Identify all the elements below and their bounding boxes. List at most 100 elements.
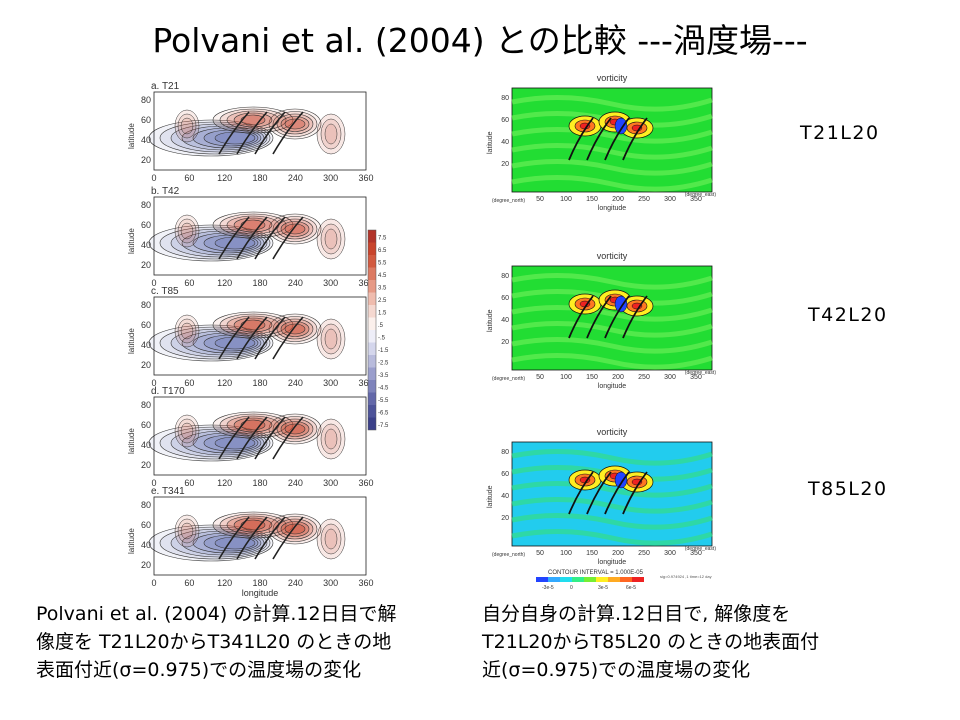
contour-positive (284, 118, 306, 130)
contour-positive (272, 516, 318, 542)
contour-positive (284, 523, 306, 535)
colorbar-frame (367, 229, 377, 431)
x-tick-label: 300 (323, 278, 338, 288)
y-tick-label: 40 (141, 135, 151, 145)
y-tick-label: 40 (501, 139, 509, 146)
footer-meta: sig=0.974924 ,1 time=12 day (660, 574, 712, 579)
x-tick-label: 120 (217, 378, 232, 388)
x-axis-label: longitude (598, 383, 627, 390)
x-tick-label: 100 (560, 196, 572, 203)
contour-line (218, 516, 250, 560)
colorbar-tick-label: 1.5 (378, 310, 387, 316)
field-band (511, 272, 713, 290)
contour-positive (177, 318, 197, 344)
y-tick-label: 60 (141, 320, 151, 330)
contour-positive (219, 513, 287, 537)
panel-title: vorticity (597, 427, 628, 437)
left-caption-line: Polvani et al. (2004) の計算.12日目で解 (36, 603, 397, 625)
legend-tick-label: 3e-5 (598, 585, 608, 590)
contour-line (568, 117, 594, 161)
colorbar-swatch (368, 367, 376, 380)
y-unit-label: (degree_north) (492, 376, 525, 382)
contour-positive (320, 118, 342, 150)
field-band (511, 528, 713, 546)
x-tick-label: 250 (638, 374, 650, 381)
contour-line (236, 111, 268, 155)
y-axis-label: latitude (487, 485, 494, 508)
y-tick-label: 60 (501, 295, 509, 302)
contour-line (568, 471, 594, 515)
field-band (511, 480, 713, 498)
contour-positive (219, 213, 287, 237)
legend-swatch (632, 577, 644, 582)
contour-line (604, 295, 630, 339)
y-tick-label: 40 (141, 540, 151, 550)
colorbar-swatch (368, 330, 376, 343)
x-tick-label: 360 (358, 278, 373, 288)
contour-positive (324, 123, 338, 145)
y-tick-label: 80 (501, 449, 509, 456)
contour-negative (614, 295, 628, 313)
x-tick-label: 0 (151, 578, 156, 588)
colorbar-tick-label: 6.5 (378, 248, 387, 254)
x-tick-label: 300 (664, 550, 676, 557)
y-tick-label: 20 (501, 515, 509, 522)
contour-line (236, 316, 268, 360)
x-unit-label: (degree_east) (685, 546, 716, 552)
contour-line (254, 416, 286, 460)
contour-positive (180, 522, 194, 540)
legend-swatch (536, 577, 548, 582)
colorbar-tick-label: -6.5 (378, 410, 389, 416)
contour-positive (284, 223, 306, 235)
contour-line (218, 216, 250, 260)
x-tick-label: 240 (288, 478, 303, 488)
colorbar-swatch (368, 317, 376, 330)
x-axis-label: longitude (598, 205, 627, 212)
colorbar-swatch (368, 342, 376, 355)
field-band (511, 512, 713, 530)
resolution-label-t21: T21L20 (800, 122, 880, 144)
contour-line (254, 516, 286, 560)
contour-positive (316, 518, 346, 560)
y-tick-label: 60 (141, 520, 151, 530)
contour-positive (177, 218, 197, 244)
panel-label: b. T42 (151, 186, 180, 197)
contour-negative (614, 117, 628, 135)
x-tick-label: 150 (586, 550, 598, 557)
y-tick-label: 80 (141, 95, 151, 105)
contour-positive (177, 518, 197, 544)
contour-line (604, 117, 630, 161)
contour-positive (219, 108, 287, 132)
contour-positive (276, 318, 314, 340)
contour-positive (180, 222, 194, 240)
x-tick-label: 180 (252, 578, 267, 588)
x-tick-label: 360 (358, 173, 373, 183)
vorticity-panel: vorticity 80 60 40 20 latitude 50 100 150 200 250 3… (487, 73, 716, 212)
contour-interval-label: CONTOUR INTERVAL = 1.000E-05 (548, 570, 644, 576)
colorbar-swatch (368, 242, 376, 255)
y-unit-label: (degree_north) (492, 198, 525, 204)
contour-positive (276, 518, 314, 540)
contour-line (254, 111, 286, 155)
contour-line (254, 316, 286, 360)
panel-label: c. T85 (151, 286, 179, 297)
contour-positive (276, 113, 314, 135)
legend-swatch (596, 577, 608, 582)
x-tick-label: 50 (536, 550, 544, 557)
legend-swatch (560, 577, 572, 582)
contour-positive (316, 218, 346, 260)
left-caption-line: 像度を T21L20からT341L20 のときの地 (36, 631, 392, 653)
x-tick-label: 120 (217, 278, 232, 288)
contour-line (236, 516, 268, 560)
y-tick-label: 40 (501, 317, 509, 324)
y-axis-label: latitude (127, 123, 136, 149)
contour-positive (276, 218, 314, 240)
own-figure: vorticity 80 60 40 20 latitude 50 100 150 200 250 3… (478, 70, 758, 590)
x-tick-label: 350 (690, 550, 702, 557)
x-tick-label: 180 (252, 478, 267, 488)
contour-positive (180, 322, 194, 340)
colorbar-swatch (368, 405, 376, 418)
